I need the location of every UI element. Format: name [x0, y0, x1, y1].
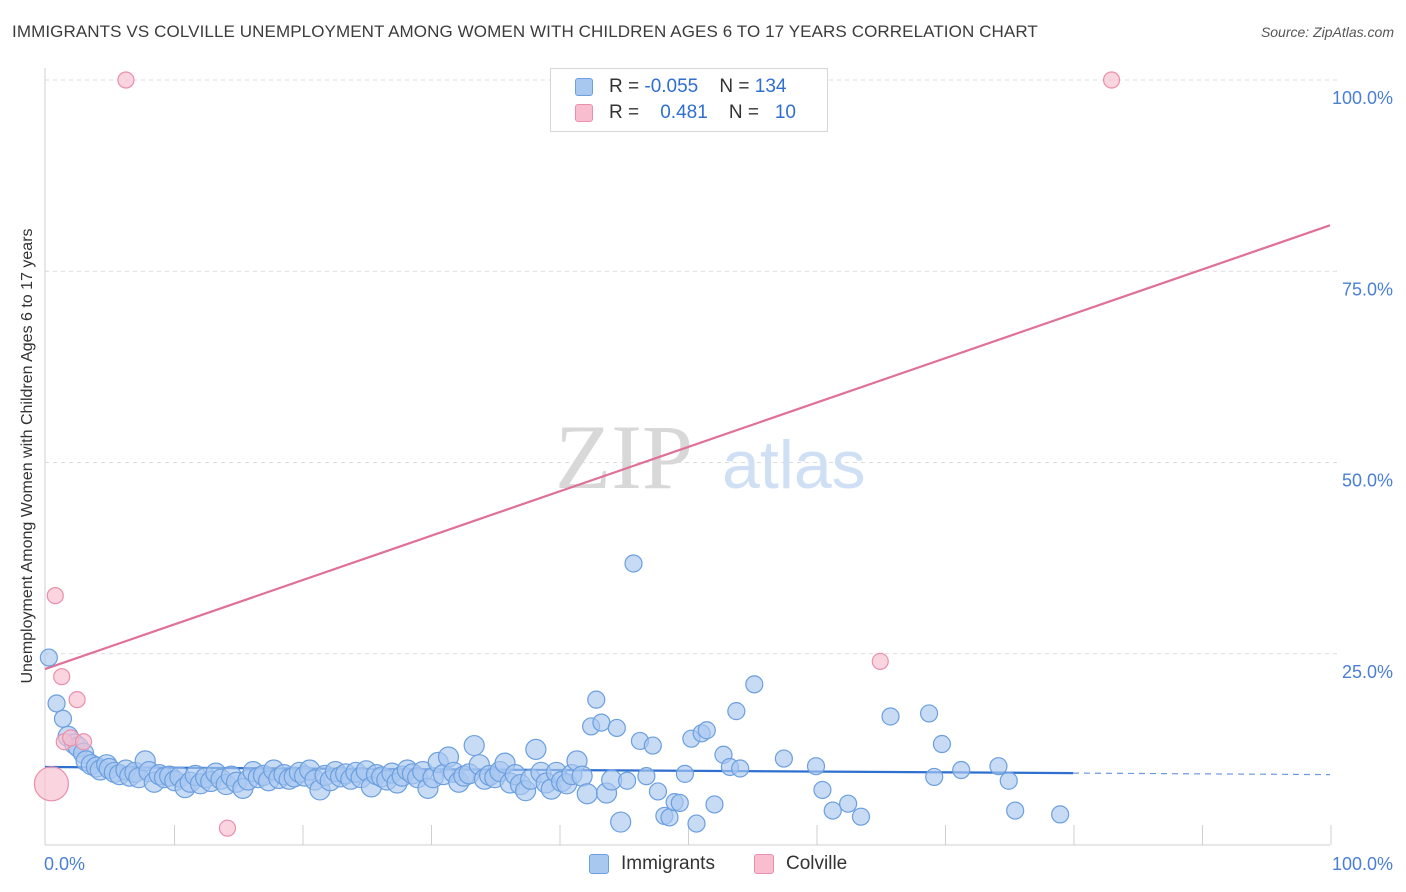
watermark-zip: ZIP	[555, 406, 693, 508]
immigrants-point	[618, 771, 637, 790]
colville-point	[74, 733, 93, 751]
immigrants-trend-extension	[1072, 772, 1331, 776]
n-value: 134	[754, 76, 787, 97]
n-value: 10	[774, 102, 796, 123]
colville-trend-line	[44, 224, 1331, 671]
source-credit: Source: ZipAtlas.com	[1260, 24, 1394, 40]
immigrants-point	[670, 793, 689, 813]
colville-point	[1102, 71, 1121, 89]
y-tick-label-25: 25.0%	[1342, 662, 1393, 682]
immigrants-swatch	[589, 854, 609, 874]
immigrants-point	[851, 807, 871, 826]
y-tick-label-75: 75.0%	[1342, 279, 1393, 299]
immigrants-point	[576, 783, 598, 805]
immigrants-point	[587, 690, 606, 709]
colville-swatch	[754, 854, 774, 874]
colville-swatch	[575, 104, 593, 122]
immigrants-point	[999, 771, 1018, 790]
y-tick-labels: 25.0% 50.0% 75.0% 100.0%	[1332, 88, 1393, 682]
colville-point	[33, 766, 70, 802]
watermark-atlas: atlas	[722, 427, 866, 503]
r-label: R =	[609, 102, 645, 123]
immigrants-point	[53, 709, 73, 728]
immigrants-point	[839, 794, 858, 813]
immigrants-point	[952, 760, 971, 780]
immigrants-point	[774, 749, 793, 768]
colville-point	[46, 587, 64, 605]
immigrants-point	[1051, 805, 1070, 824]
x-tick-label-0: 0.0%	[44, 854, 85, 874]
immigrants-point	[643, 736, 662, 755]
n-label: N =	[728, 102, 765, 123]
y-tick-label-100: 100.0%	[1332, 88, 1393, 108]
colville-point	[871, 652, 889, 671]
immigrants-point	[989, 757, 1008, 776]
immigrants-point	[47, 694, 66, 713]
immigrants-point	[731, 759, 750, 778]
immigrants-point	[925, 767, 944, 787]
correlation-legend: R = -0.055 N = 134 R = 0.481 N = 10	[550, 68, 828, 132]
watermark: ZIP atlas	[555, 406, 866, 508]
immigrants-point	[660, 808, 679, 827]
immigrants-point	[1006, 801, 1025, 820]
immigrants-swatch	[575, 78, 593, 96]
immigrants-point	[932, 734, 952, 754]
legend-label-immigrants: Immigrants	[621, 853, 715, 874]
chart-title: IMMIGRANTS VS COLVILLE UNEMPLOYMENT AMON…	[12, 22, 1038, 41]
immigrants-point	[705, 795, 724, 814]
series-colville	[33, 71, 1121, 837]
immigrants-point	[823, 801, 842, 820]
data-points	[33, 71, 1121, 837]
r-value: 0.481	[660, 102, 708, 123]
immigrants-point	[745, 675, 764, 694]
x-tick-labels: 0.0% 100.0%	[44, 854, 1393, 874]
immigrants-point	[727, 702, 746, 721]
x-minor-ticks	[174, 825, 1332, 845]
colville-point	[68, 691, 86, 709]
immigrants-point	[39, 648, 58, 667]
immigrants-point	[607, 718, 626, 738]
n-label: N =	[719, 76, 755, 97]
immigrants-point	[881, 707, 900, 726]
colville-point	[53, 668, 71, 686]
legend-label-colville: Colville	[786, 853, 848, 874]
immigrants-point	[806, 757, 826, 776]
gridlines	[45, 79, 1338, 655]
immigrants-point	[675, 764, 695, 783]
r-label: R =	[609, 76, 645, 97]
immigrants-point	[624, 554, 643, 573]
x-tick-label-100: 100.0%	[1332, 854, 1393, 874]
axes	[44, 68, 1330, 846]
series-legend: Immigrants Colville	[0, 852, 1406, 878]
immigrants-point	[813, 780, 832, 800]
colville-point	[117, 71, 135, 89]
colville-point	[218, 819, 237, 837]
immigrants-point	[463, 734, 485, 757]
r-value: -0.055	[644, 76, 699, 97]
immigrants-point	[919, 704, 939, 723]
immigrants-point	[637, 767, 656, 786]
y-tick-label-50: 50.0%	[1342, 471, 1393, 491]
immigrants-point	[687, 814, 706, 833]
immigrants-point	[697, 721, 716, 740]
series-immigrants	[39, 554, 1070, 833]
immigrants-point	[525, 738, 547, 760]
immigrants-point	[571, 765, 593, 787]
immigrants-point	[610, 811, 632, 833]
immigrants-point	[648, 782, 668, 801]
immigrants-point	[592, 713, 611, 732]
